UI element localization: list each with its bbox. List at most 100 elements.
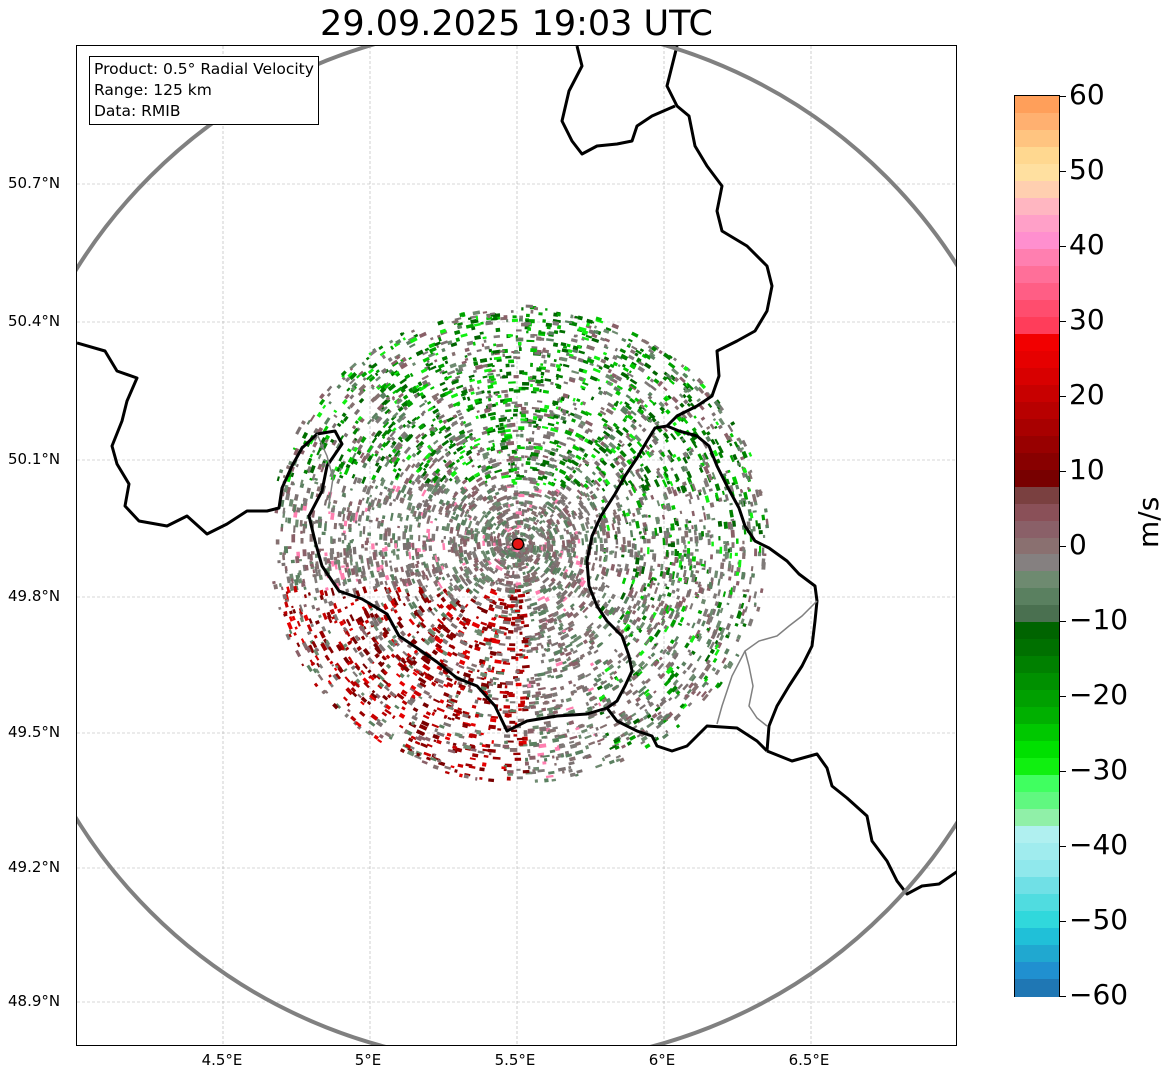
velocity-pixel — [629, 734, 637, 741]
velocity-pixel — [507, 333, 512, 338]
velocity-pixel — [454, 547, 458, 551]
velocity-pixel — [326, 558, 331, 564]
velocity-pixel — [536, 383, 545, 387]
velocity-pixel — [618, 439, 623, 444]
velocity-pixel — [519, 347, 522, 351]
velocity-pixel — [661, 514, 666, 520]
velocity-pixel — [448, 643, 456, 650]
velocity-pixel — [700, 690, 708, 698]
velocity-pixel — [314, 654, 320, 661]
velocity-pixel — [627, 442, 633, 448]
velocity-pixel — [650, 449, 655, 454]
velocity-pixel — [729, 552, 733, 559]
velocity-pixel — [374, 461, 380, 467]
velocity-pixel — [662, 432, 670, 440]
velocity-pixel — [536, 426, 541, 431]
velocity-pixel — [556, 580, 562, 587]
velocity-pixel — [665, 409, 671, 415]
velocity-pixel — [602, 425, 608, 430]
velocity-pixel — [569, 772, 576, 778]
velocity-pixel — [643, 474, 649, 481]
velocity-pixel — [298, 570, 302, 576]
velocity-pixel — [312, 441, 318, 448]
velocity-pixel — [623, 596, 630, 605]
velocity-pixel — [463, 565, 468, 569]
velocity-pixel — [665, 504, 671, 511]
velocity-pixel — [747, 618, 754, 627]
velocity-pixel — [735, 653, 740, 658]
velocity-pixel — [658, 526, 663, 534]
velocity-pixel — [736, 462, 742, 467]
velocity-pixel — [337, 510, 342, 518]
velocity-pixel — [448, 435, 457, 442]
velocity-pixel — [615, 514, 622, 522]
velocity-pixel — [566, 611, 574, 619]
velocity-pixel — [511, 496, 518, 500]
velocity-pixel — [420, 394, 427, 400]
velocity-pixel — [605, 531, 611, 539]
velocity-pixel — [679, 616, 685, 623]
velocity-pixel — [637, 365, 646, 373]
velocity-pixel — [333, 409, 338, 414]
velocity-pixel — [358, 397, 365, 404]
velocity-pixel — [434, 517, 438, 521]
velocity-pixel — [635, 599, 641, 607]
velocity-pixel — [357, 499, 363, 506]
velocity-pixel — [587, 439, 594, 446]
velocity-pixel — [530, 646, 539, 652]
velocity-pixel — [464, 476, 469, 481]
velocity-pixel — [541, 354, 546, 359]
velocity-pixel — [729, 442, 733, 447]
velocity-pixel — [469, 378, 476, 383]
velocity-pixel — [741, 609, 746, 617]
velocity-pixel — [454, 694, 459, 699]
velocity-pixel — [628, 521, 632, 526]
velocity-pixel — [418, 605, 426, 613]
velocity-pixel — [457, 544, 461, 547]
velocity-pixel — [664, 401, 669, 407]
velocity-pixel — [468, 516, 473, 521]
velocity-pixel — [386, 644, 394, 652]
velocity-pixel — [321, 531, 326, 536]
velocity-pixel — [548, 657, 555, 663]
velocity-pixel — [621, 337, 627, 343]
velocity-pixel — [535, 530, 541, 537]
velocity-pixel — [509, 589, 516, 594]
velocity-pixel — [438, 397, 444, 402]
velocity-pixel — [493, 522, 497, 527]
velocity-pixel — [503, 616, 512, 622]
velocity-pixel — [317, 569, 322, 577]
velocity-pixel — [596, 641, 604, 648]
velocity-pixel — [600, 566, 607, 575]
velocity-pixel — [629, 481, 635, 488]
velocity-pixel — [509, 720, 516, 724]
velocity-pixel — [522, 574, 531, 580]
radar-map[interactable] — [76, 45, 957, 1046]
velocity-pixel — [650, 345, 658, 352]
velocity-pixel — [530, 362, 533, 367]
velocity-pixel — [605, 658, 614, 666]
velocity-pixel — [346, 702, 351, 707]
velocity-pixel — [497, 394, 502, 399]
velocity-pixel — [370, 362, 378, 369]
velocity-pixel — [445, 674, 451, 679]
velocity-pixel — [741, 450, 748, 459]
velocity-pixel — [426, 516, 431, 524]
velocity-pixel — [533, 557, 540, 565]
velocity-pixel — [384, 708, 392, 715]
velocity-pixel — [514, 470, 520, 474]
velocity-pixel — [635, 520, 640, 529]
velocity-pixel — [485, 519, 493, 528]
velocity-pixel — [391, 421, 396, 426]
velocity-pixel — [339, 644, 345, 651]
velocity-pixel — [581, 336, 590, 341]
velocity-pixel — [367, 729, 375, 736]
velocity-pixel — [671, 542, 675, 548]
velocity-pixel — [631, 597, 635, 602]
velocity-pixel — [505, 515, 515, 522]
velocity-pixel — [700, 563, 705, 567]
velocity-pixel — [569, 603, 575, 609]
velocity-pixel — [640, 477, 644, 482]
velocity-pixel — [633, 418, 637, 423]
velocity-pixel — [449, 439, 454, 444]
